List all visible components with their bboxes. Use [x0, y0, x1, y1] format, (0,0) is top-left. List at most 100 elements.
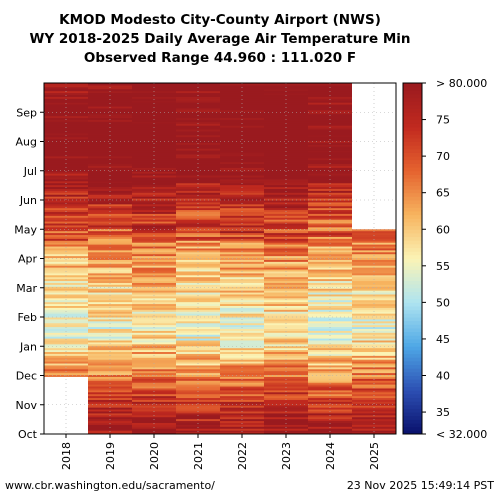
heatmap-cell	[44, 223, 89, 226]
heatmap-cell	[220, 332, 265, 335]
heatmap-cell	[44, 127, 89, 130]
heatmap-cell	[352, 391, 397, 395]
heatmap-cell	[176, 200, 221, 203]
heatmap-cell	[88, 200, 133, 203]
heatmap-cell	[132, 318, 177, 322]
heatmap-cell	[308, 152, 353, 155]
heatmap-cell	[352, 305, 397, 308]
heatmap-cell	[44, 83, 89, 86]
missing-cell	[352, 226, 397, 230]
heatmap-cell	[176, 359, 221, 362]
heatmap-cell	[176, 368, 221, 372]
heatmap-cell	[44, 178, 89, 182]
heatmap-cell	[44, 336, 89, 339]
heatmap-cell	[88, 399, 133, 402]
heatmap-cell	[132, 107, 177, 111]
heatmap-cell	[44, 240, 89, 243]
heatmap-cell	[220, 115, 265, 119]
colorbar-segment	[403, 214, 422, 219]
heatmap-cell	[352, 403, 397, 406]
heatmap-cell	[176, 332, 221, 335]
heatmap-cell	[264, 407, 309, 410]
heatmap-cell	[44, 115, 89, 119]
heatmap-cell	[132, 403, 177, 406]
heatmap-cell	[352, 364, 397, 368]
heatmap-cell	[132, 161, 177, 165]
x-tick-label-2023: 2023	[280, 442, 293, 470]
heatmap-cell	[352, 259, 397, 262]
heatmap-cell	[176, 387, 221, 391]
heatmap-cell	[352, 353, 397, 356]
heatmap-cell	[264, 393, 309, 397]
heatmap-cell	[176, 364, 221, 368]
heatmap-cell	[176, 173, 221, 176]
heatmap-cell	[176, 315, 221, 318]
heatmap-cell	[308, 119, 353, 122]
heatmap-cell	[176, 213, 221, 216]
heatmap-cell	[352, 357, 397, 360]
heatmap-cell	[264, 380, 309, 383]
heatmap-cell	[132, 343, 177, 347]
heatmap-cell	[352, 301, 397, 305]
heatmap-cell	[264, 420, 309, 423]
heatmap-cell	[88, 175, 133, 178]
heatmap-cell	[352, 228, 397, 232]
heatmap-cell	[352, 332, 397, 335]
colorbar-segment	[403, 258, 422, 263]
heatmap-cell	[88, 188, 133, 191]
heatmap-cell	[308, 347, 353, 351]
heatmap-cell	[220, 428, 265, 431]
heatmap-cell	[88, 259, 133, 262]
heatmap-cell	[264, 226, 309, 230]
heatmap-cell	[88, 184, 133, 188]
heatmap-cell	[44, 192, 89, 195]
heatmap-cell	[352, 410, 397, 414]
y-tick-label-jun: Jun	[19, 194, 37, 207]
heatmap-cell	[44, 205, 89, 209]
heatmap-cell	[132, 405, 177, 408]
heatmap-cell	[220, 372, 265, 376]
heatmap-cell	[352, 318, 397, 322]
heatmap-cell	[220, 364, 265, 368]
heatmap-cell	[44, 184, 89, 188]
heatmap-cell	[176, 123, 221, 126]
heatmap-cell	[176, 313, 221, 316]
heatmap-cell	[132, 288, 177, 291]
heatmap-cell	[132, 336, 177, 339]
heatmap-cell	[264, 320, 309, 324]
heatmap-cell	[308, 364, 353, 368]
heatmap-cell	[88, 267, 133, 270]
heatmap-cell	[264, 303, 309, 306]
heatmap-cell	[308, 428, 353, 431]
missing-cell	[352, 213, 397, 216]
heatmap-cell	[220, 391, 265, 395]
missing-cell	[44, 387, 89, 391]
heatmap-cell	[352, 376, 397, 379]
heatmap-cell	[220, 363, 265, 366]
heatmap-cell	[176, 132, 221, 136]
heatmap-cell	[264, 397, 309, 400]
heatmap-cell	[132, 223, 177, 226]
missing-cell	[352, 125, 397, 128]
heatmap-cell	[176, 171, 221, 174]
heatmap-cell	[308, 376, 353, 379]
heatmap-cell	[264, 267, 309, 270]
heatmap-cell	[352, 349, 397, 353]
heatmap-cell	[220, 221, 265, 224]
heatmap-cell	[264, 121, 309, 124]
missing-cell	[352, 169, 397, 172]
heatmap-cell	[44, 104, 89, 107]
y-tick-label-may: May	[14, 223, 37, 236]
heatmap-cell	[352, 407, 397, 410]
colorbar-segment	[403, 83, 422, 88]
colorbar-segment	[403, 375, 422, 380]
missing-cell	[44, 397, 89, 400]
heatmap-cell	[176, 240, 221, 243]
colorbar-segment	[403, 284, 422, 289]
heatmap-cell	[220, 347, 265, 351]
heatmap-cell	[88, 165, 133, 168]
heatmap-cell	[44, 144, 89, 147]
heatmap-cell	[44, 261, 89, 264]
heatmap-cell	[176, 121, 221, 124]
